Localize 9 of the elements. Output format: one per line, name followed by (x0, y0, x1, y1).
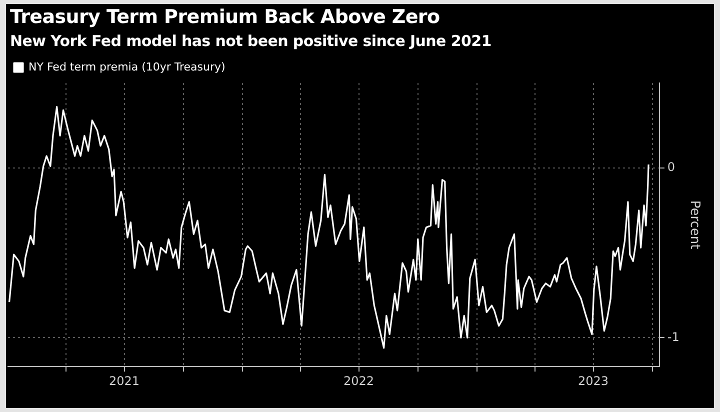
y-axis-title: Percent (686, 200, 702, 250)
x-tick-label: 2023 (578, 374, 609, 388)
x-tick-label: 2022 (344, 374, 374, 388)
chart-subtitle: New York Fed model has not been positive since June 2021 (10, 32, 492, 50)
x-tick-label: 2021 (109, 374, 140, 388)
legend-label: NY Fed term premia (10yr Treasury) (28, 60, 226, 74)
y-tick-label: 0 (667, 160, 676, 174)
chart-title: Treasury Term Premium Back Above Zero (10, 6, 440, 28)
y-tick-label: -1 (667, 330, 680, 344)
